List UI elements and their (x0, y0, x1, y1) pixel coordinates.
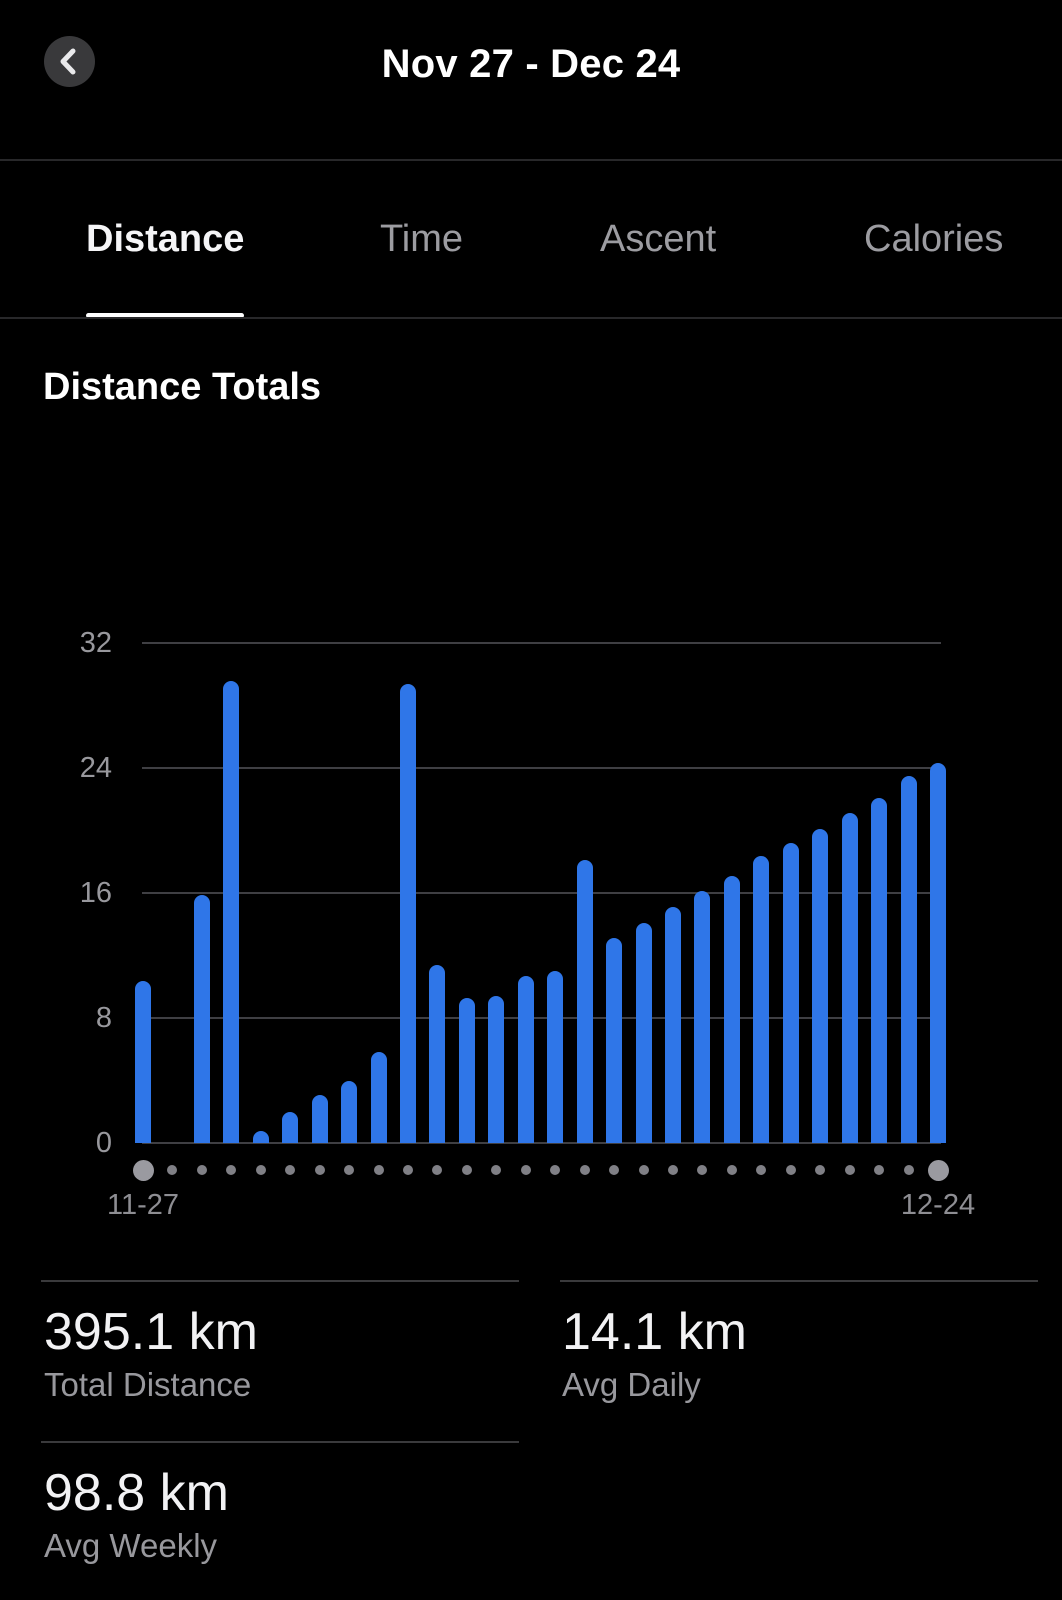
avg-daily-value: 14.1 km (562, 1303, 747, 1361)
bar-12-02[interactable] (282, 1111, 299, 1143)
bar-12-06[interactable] (400, 683, 416, 1143)
tab-time[interactable]: Time (380, 160, 463, 318)
tab-ascent-label: Ascent (600, 217, 717, 260)
gridline-0 (142, 1142, 941, 1144)
bar-11-30[interactable] (223, 680, 240, 1143)
bar-12-13[interactable] (606, 938, 623, 1143)
bar-12-08[interactable] (458, 997, 475, 1143)
bar-12-20[interactable] (812, 828, 829, 1143)
bar-12-01[interactable] (252, 1130, 269, 1143)
total-distance-value: 395.1 km (44, 1303, 258, 1361)
avg-daily-label: Avg Daily (562, 1366, 701, 1403)
day-dot-11-28[interactable] (167, 1165, 178, 1175)
y-tick-label-16: 16 (79, 877, 112, 909)
day-dot-12-15[interactable] (668, 1165, 678, 1175)
day-dot-11-30[interactable] (226, 1165, 237, 1175)
bar-12-11[interactable] (547, 971, 564, 1143)
bar-12-07[interactable] (429, 964, 446, 1143)
avg-weekly-label: Avg Weekly (44, 1527, 218, 1564)
y-tick-label-8: 8 (95, 1002, 112, 1034)
distance-bar-chart: 11-27 12-24 0 8 16 24 32 (79, 627, 976, 1221)
bar-12-05[interactable] (370, 1052, 387, 1143)
bar-12-21[interactable] (841, 813, 858, 1143)
bar-12-23[interactable] (900, 775, 917, 1143)
y-tick-label-0: 0 (95, 1127, 112, 1159)
day-dot-12-07[interactable] (432, 1165, 443, 1175)
day-dot-12-22[interactable] (874, 1165, 885, 1175)
day-dot-12-03[interactable] (314, 1165, 325, 1175)
bar-12-09[interactable] (488, 996, 505, 1143)
chevron-left-icon (60, 48, 76, 75)
stat-divider (41, 1280, 519, 1282)
day-dot-12-12[interactable] (579, 1165, 590, 1175)
bar-12-22[interactable] (871, 797, 888, 1143)
day-dot-12-20[interactable] (815, 1165, 826, 1175)
bar-12-03[interactable] (311, 1094, 328, 1143)
day-dot-12-16[interactable] (697, 1165, 708, 1175)
bar-12-19[interactable] (782, 843, 799, 1143)
day-dot-12-14[interactable] (638, 1165, 649, 1175)
day-dot-12-06[interactable] (403, 1165, 413, 1175)
stat-divider (560, 1280, 1038, 1282)
stat-divider (41, 1441, 519, 1443)
y-tick-label-24: 24 (79, 752, 112, 784)
tab-calories-label: Calories (864, 217, 1004, 260)
day-dot-12-04[interactable] (344, 1165, 355, 1175)
bar-12-15[interactable] (665, 907, 681, 1143)
tab-distance-label: Distance (86, 217, 245, 260)
gridline-16 (142, 892, 941, 894)
day-dot-12-10[interactable] (520, 1165, 531, 1175)
day-dot-12-21[interactable] (844, 1165, 855, 1175)
bar-12-18[interactable] (753, 855, 770, 1143)
day-dot-12-08[interactable] (461, 1165, 472, 1175)
gridline-24 (142, 767, 941, 769)
page-title: Nov 27 - Dec 24 (381, 42, 681, 86)
bar-11-29[interactable] (193, 894, 210, 1143)
tab-calories[interactable]: Calories (864, 160, 1003, 318)
active-tab-underline (86, 313, 245, 318)
x-axis-end-label: 12-24 (900, 1189, 976, 1221)
bar-12-12[interactable] (576, 860, 593, 1143)
gridline-32 (142, 642, 941, 644)
range-handle-dot-12-24[interactable] (927, 1159, 949, 1181)
bar-12-24[interactable] (930, 763, 946, 1143)
tab-distance[interactable]: Distance (86, 160, 245, 318)
day-dot-12-02[interactable] (285, 1165, 296, 1175)
total-distance-label: Total Distance (44, 1366, 252, 1403)
day-dot-12-05[interactable] (373, 1165, 384, 1175)
section-title: Distance Totals (43, 366, 322, 408)
day-dot-12-11[interactable] (550, 1165, 561, 1175)
bar-11-27[interactable] (135, 980, 151, 1143)
tab-bar: Distance Time Ascent Calories (0, 160, 1062, 318)
gridline-8 (142, 1017, 941, 1019)
range-handle-dot-11-27[interactable] (132, 1159, 154, 1181)
header-divider (0, 159, 1062, 161)
tab-ascent[interactable]: Ascent (600, 160, 716, 318)
bar-12-14[interactable] (635, 922, 652, 1143)
day-dot-12-01[interactable] (255, 1165, 266, 1175)
day-dot-12-09[interactable] (491, 1165, 502, 1175)
x-axis-start-label: 11-27 (106, 1189, 180, 1221)
avg-weekly-value: 98.8 km (44, 1464, 229, 1522)
bar-12-04[interactable] (341, 1080, 358, 1143)
day-dot-12-18[interactable] (756, 1165, 767, 1175)
day-dot-12-13[interactable] (609, 1165, 620, 1175)
bar-12-16[interactable] (694, 891, 711, 1143)
tab-bar-divider (0, 317, 1062, 319)
day-dot-12-23[interactable] (903, 1165, 914, 1175)
tab-time-label: Time (380, 217, 464, 260)
day-dot-12-17[interactable] (726, 1165, 737, 1175)
y-tick-label-32: 32 (79, 627, 112, 659)
day-dot-12-19[interactable] (785, 1165, 796, 1175)
back-button[interactable] (44, 36, 95, 87)
bar-12-10[interactable] (517, 975, 534, 1143)
day-dot-11-29[interactable] (196, 1165, 207, 1175)
bar-12-17[interactable] (723, 875, 740, 1143)
